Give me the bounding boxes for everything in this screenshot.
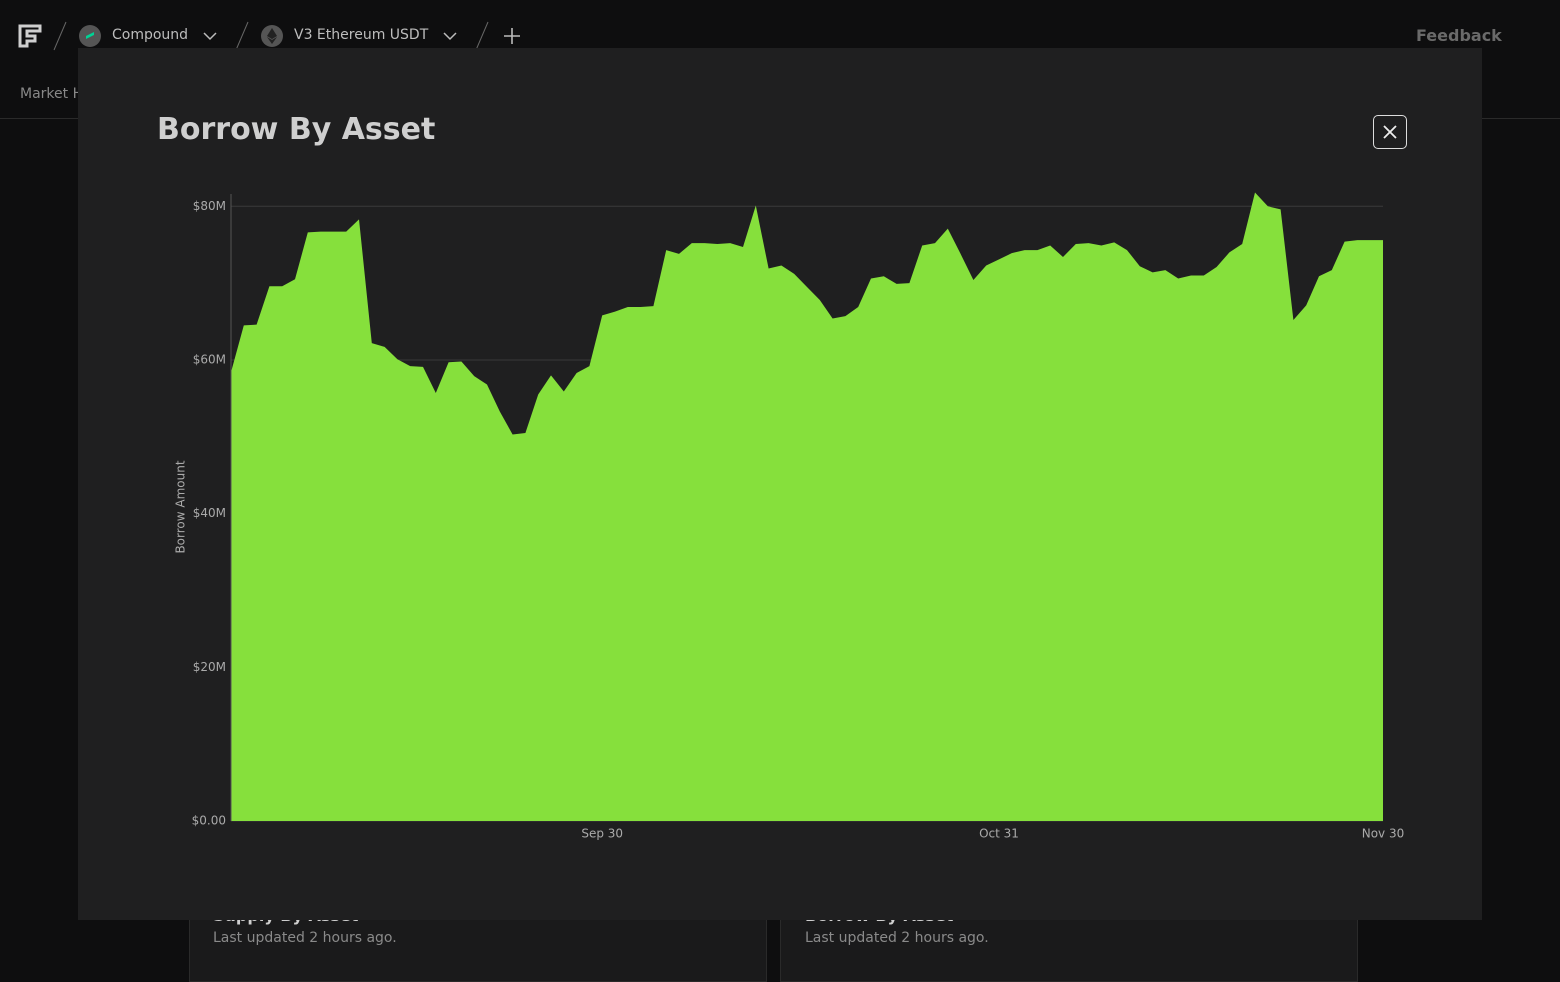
close-icon [1383,125,1397,139]
market-select[interactable]: V3 Ethereum USDT [294,27,429,43]
market-icon [261,25,283,47]
protocol-select[interactable]: Compound [112,27,189,43]
close-button[interactable] [1373,115,1407,149]
x-tick-label: Oct 31 [979,827,1019,841]
card-subtitle: Last updated 2 hours ago. [805,930,989,946]
logo[interactable] [18,24,42,48]
y-tick-label: $80M [193,199,226,213]
x-tick-label: Nov 30 [1362,827,1405,841]
y-tick-label: $60M [193,352,226,366]
chevron [203,32,217,41]
card-subtitle: Last updated 2 hours ago. [213,930,397,946]
y-tick-label: $20M [193,660,226,674]
protocol-icon [79,25,101,47]
y-tick-label: $0.00 [192,814,226,828]
y-axis-label: Borrow Amount [174,460,188,553]
area [231,192,1383,821]
add-button[interactable] [502,26,522,46]
y-tick-label: $40M [193,506,226,520]
separator [475,21,489,51]
separator [53,21,67,51]
modal-title: Borrow By Asset [157,112,436,147]
chevron [443,32,457,41]
separator [235,21,249,51]
x-tick-label: Sep 30 [581,827,623,841]
feedback-link[interactable]: Feedback [1416,26,1502,45]
